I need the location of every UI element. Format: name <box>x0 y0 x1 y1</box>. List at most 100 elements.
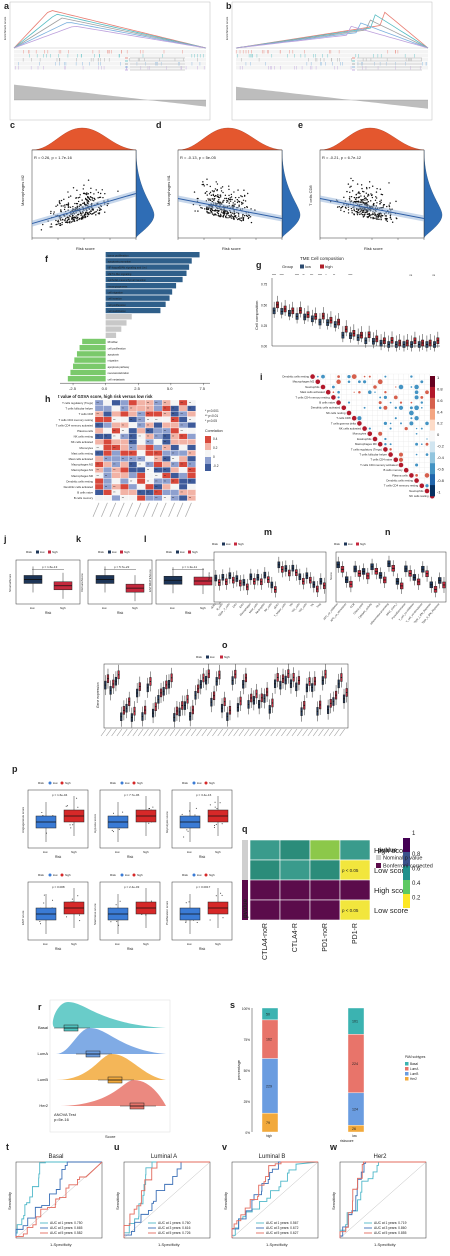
scatter-point <box>75 197 78 199</box>
panel-letter-f: f <box>45 254 49 264</box>
submap-colorbar-swatch <box>403 852 410 866</box>
corr-matrix-cell <box>403 410 409 416</box>
scatter-point <box>223 214 225 216</box>
scatter-point <box>209 199 212 202</box>
heatmap-cell <box>94 427 104 434</box>
heatmap-cell-star: ** <box>113 446 116 450</box>
heatmap-cell <box>111 405 121 412</box>
hit-band <box>14 58 206 62</box>
submap-cell <box>249 879 281 901</box>
corr-colorbar-swatch <box>430 474 435 486</box>
roc-title: Her2 <box>373 1154 387 1160</box>
corr-circle <box>395 386 397 388</box>
corr-matrix-cell <box>367 405 373 411</box>
scatter-point <box>197 197 199 200</box>
scatter-point <box>206 190 208 193</box>
tme-signif: **** <box>272 273 276 277</box>
heatmap-cell <box>103 427 112 434</box>
heatmap-cell-star: ** <box>139 435 142 439</box>
corr-matrix-cell <box>377 389 383 395</box>
corr-matrix-cell <box>413 399 420 406</box>
roc-diagonal <box>123 1161 211 1239</box>
box-pvalue: p = 1.3e-11 <box>182 565 197 569</box>
scatter-point <box>93 193 95 195</box>
scatter-point <box>364 202 366 204</box>
group-legend-title: Risk <box>334 542 340 546</box>
scatter-point <box>227 217 229 219</box>
heatmap-cell <box>128 422 138 429</box>
ridge-category-label: LumB <box>38 1077 49 1082</box>
scatter-point <box>374 199 377 202</box>
corr-matrix-cell <box>408 441 415 447</box>
scatter-point <box>86 193 88 195</box>
heatmap-row-label: B cells naive <box>77 491 93 495</box>
heatmap-cell-star: ** <box>164 479 167 483</box>
scatter-point <box>360 184 363 186</box>
corr-matrix-label: NK cells resting <box>409 494 429 498</box>
tme-signif: ** <box>303 273 305 277</box>
scatter-point <box>75 215 77 217</box>
corr-circle <box>389 448 392 451</box>
roc-curve-2 <box>15 1161 102 1238</box>
corr-circle <box>389 427 392 430</box>
scatter-point <box>84 216 86 219</box>
heatmap-row-label: T cells follicular helper <box>65 407 93 411</box>
gsva-bar-label: neovascularization <box>108 371 130 375</box>
corr-matrix-cell <box>413 373 420 380</box>
scatter-point <box>194 210 196 212</box>
tme-y-tick: 0.25 <box>261 324 267 328</box>
p-jitter-point <box>40 923 42 925</box>
corr-matrix-cell <box>393 451 399 458</box>
corr-matrix-cell <box>403 451 409 458</box>
heatmap-cell-star: ** <box>164 468 167 472</box>
gsva-bar <box>74 357 106 363</box>
scatter-point <box>73 220 76 222</box>
corr-matrix-cell <box>393 379 399 385</box>
corr-matrix-cell <box>393 446 399 453</box>
p-x-tick: low <box>43 942 48 946</box>
gsea-ylabel: Enrichment score <box>3 16 7 40</box>
p-xlabel: Risk <box>199 855 206 859</box>
heatmap-cell-star: ** <box>122 435 125 439</box>
corr-circle <box>394 417 397 420</box>
es-curve-1 <box>13 10 207 49</box>
corr-circle <box>373 385 377 389</box>
scatter-point <box>356 183 359 185</box>
scatter-point <box>347 212 350 214</box>
submap-colorbar-tick: 0.6 <box>412 867 421 873</box>
scatter-point <box>217 209 219 212</box>
heatmap-cell <box>120 444 129 451</box>
scatter-point <box>75 217 77 219</box>
corr-matrix-cell <box>419 467 425 473</box>
scatter-point <box>92 197 94 199</box>
nominal-strip <box>242 840 248 880</box>
corr-matrix-cell <box>393 425 399 432</box>
gene-x-label-line <box>291 728 298 737</box>
gene-x-label-line <box>318 728 324 737</box>
corr-matrix-cell <box>398 446 404 453</box>
scatter-point <box>359 213 361 216</box>
corr-matrix-cell <box>372 379 378 385</box>
group-legend-key-low <box>344 542 347 546</box>
corr-matrix-cell <box>408 431 415 437</box>
scatter-point <box>40 229 43 231</box>
p-pvalue: p = 2.4e-03 <box>124 885 140 889</box>
scatter-point <box>234 200 236 202</box>
submap-cell <box>309 839 341 861</box>
group-x-tick: Th1_cells <box>291 602 302 614</box>
scatter-point <box>346 190 348 193</box>
heatmap-cell-star: ** <box>113 485 116 489</box>
corr-matrix-cell <box>341 373 347 380</box>
corr-matrix-cell <box>398 441 404 447</box>
heatmap-cell <box>103 489 112 496</box>
scatter-point <box>388 205 391 208</box>
scatter-point <box>66 219 69 222</box>
corr-matrix-cell <box>387 373 394 380</box>
heatmap-cell <box>187 444 196 451</box>
scatter-point <box>219 215 221 217</box>
submap-colorbar-tick: 1 <box>412 831 416 837</box>
p-legend-key-high <box>60 781 64 785</box>
scatter-point <box>207 198 209 200</box>
scatter-point <box>352 179 354 182</box>
